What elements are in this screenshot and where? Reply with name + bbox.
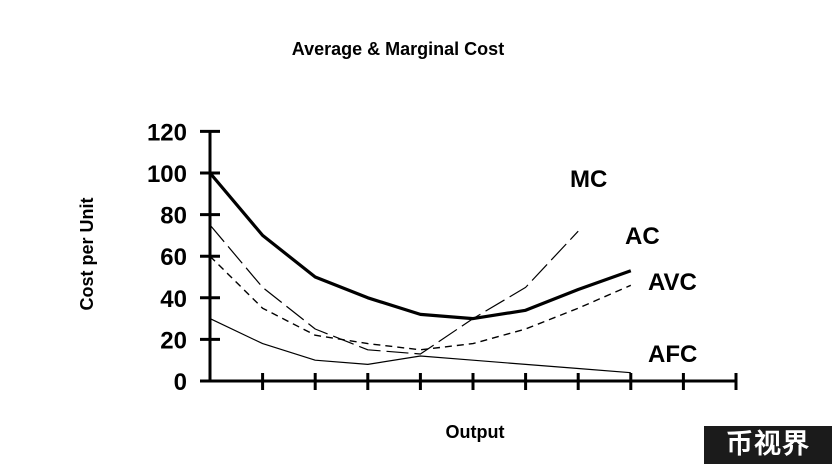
- series-line-avc: [209, 255, 632, 351]
- y-tick-label: 0: [174, 369, 187, 396]
- series-label-ac: AC: [625, 223, 660, 250]
- y-tick-label: 40: [160, 286, 187, 313]
- series-lines: [208, 171, 632, 374]
- series-label-afc: AFC: [648, 341, 697, 368]
- y-tick-label: 80: [160, 203, 187, 230]
- chart-title: Average & Marginal Cost: [292, 39, 504, 59]
- series-line-mc: [209, 224, 579, 355]
- series-label-mc: MC: [570, 166, 607, 193]
- y-tick-label: 60: [160, 244, 187, 271]
- axes: 0 20 40 60 80 100 120: [147, 119, 738, 396]
- y-tick-label: 100: [147, 161, 187, 188]
- x-axis-label: Output: [446, 422, 505, 442]
- series-label-avc: AVC: [648, 269, 697, 296]
- series-labels: AC AVC AFC MC: [570, 166, 697, 368]
- series-line-afc: [209, 318, 631, 374]
- series-line-ac: [208, 171, 632, 321]
- y-axis-label: Cost per Unit: [77, 197, 97, 310]
- watermark-logo: 币视界: [704, 426, 832, 464]
- y-tick-label: 20: [160, 327, 187, 354]
- y-tick-label: 120: [147, 119, 187, 146]
